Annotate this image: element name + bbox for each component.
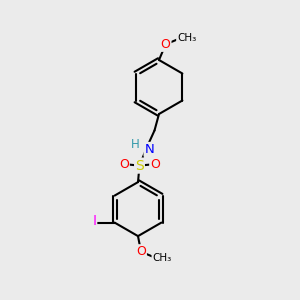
Text: O: O: [161, 38, 170, 51]
Text: CH₃: CH₃: [152, 253, 172, 263]
Text: CH₃: CH₃: [177, 33, 196, 43]
Text: O: O: [136, 245, 146, 258]
Text: I: I: [92, 214, 96, 228]
Text: O: O: [119, 158, 129, 171]
Text: N: N: [145, 143, 154, 156]
Text: H: H: [131, 138, 140, 151]
Text: O: O: [150, 158, 160, 171]
Text: S: S: [135, 159, 144, 172]
